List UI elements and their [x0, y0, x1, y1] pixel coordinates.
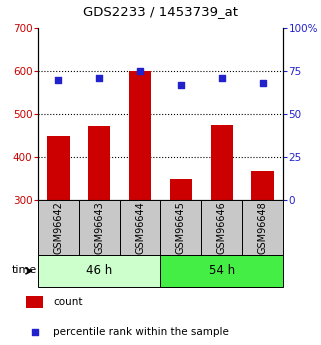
Text: count: count	[53, 297, 82, 307]
Point	[97, 75, 102, 81]
Bar	[26, 296, 43, 307]
Bar	[79, 200, 120, 255]
Bar	[242, 200, 283, 255]
Bar	[88, 126, 110, 200]
Text: GSM96646: GSM96646	[217, 201, 227, 254]
Point	[32, 329, 37, 335]
Text: GSM96645: GSM96645	[176, 201, 186, 254]
Text: GSM96644: GSM96644	[135, 201, 145, 254]
Bar	[251, 171, 274, 200]
Bar	[170, 179, 192, 200]
Point	[137, 68, 143, 74]
Bar	[120, 200, 160, 255]
Bar	[38, 255, 160, 287]
Text: GSM96643: GSM96643	[94, 201, 104, 254]
Bar	[47, 136, 70, 200]
Text: 54 h: 54 h	[209, 265, 235, 277]
Bar	[201, 200, 242, 255]
Bar	[211, 125, 233, 200]
Text: time: time	[12, 265, 37, 275]
Point	[178, 82, 184, 88]
Point	[219, 75, 224, 81]
Text: percentile rank within the sample: percentile rank within the sample	[53, 327, 229, 337]
Text: GSM96648: GSM96648	[257, 201, 268, 254]
Text: GDS2233 / 1453739_at: GDS2233 / 1453739_at	[83, 5, 238, 18]
Bar	[160, 200, 201, 255]
Bar	[129, 71, 151, 200]
Bar	[160, 255, 283, 287]
Text: 46 h: 46 h	[86, 265, 112, 277]
Bar	[38, 200, 79, 255]
Text: GSM96642: GSM96642	[53, 201, 64, 254]
Point	[260, 80, 265, 86]
Point	[56, 77, 61, 82]
